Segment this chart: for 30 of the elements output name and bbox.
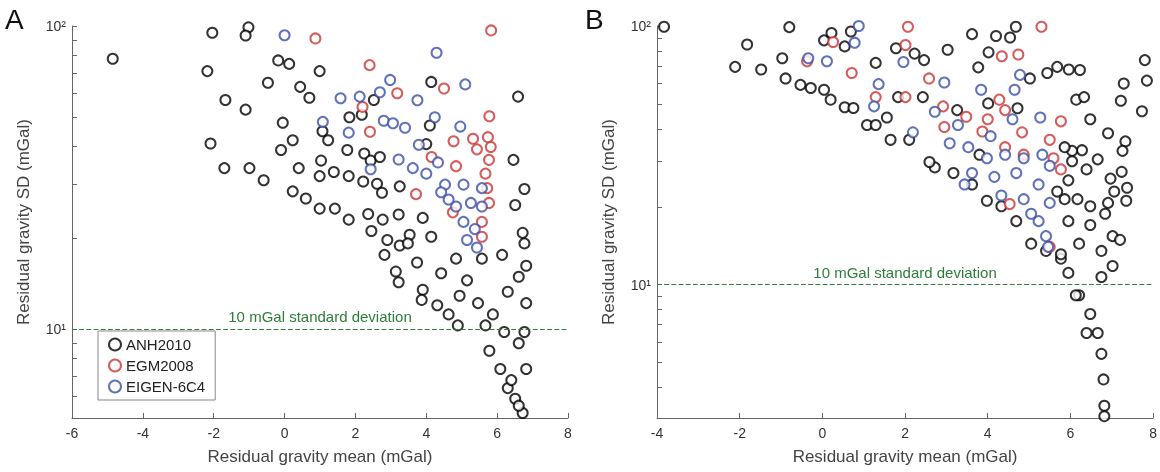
y-tick-label: 10¹ (45, 321, 67, 338)
y-tick-label: 10¹ (630, 276, 652, 293)
x-tick-label: 8 (1149, 425, 1158, 441)
x-axis-title: Residual gravity mean (mGal) (207, 447, 433, 466)
x-tick-label: -4 (136, 425, 150, 441)
ref-line-label: 10 mGal standard deviation (813, 263, 997, 281)
y-tick-label: 10² (45, 18, 67, 34)
x-tick-label: 6 (1066, 425, 1075, 441)
legend-label: ANH2010 (126, 336, 192, 353)
x-tick-label: 2 (351, 425, 360, 441)
x-tick-label: 0 (280, 425, 289, 441)
legend-label: EIGEN-6C4 (126, 378, 206, 395)
chart-title: A (5, 3, 24, 35)
x-tick-label: -6 (65, 425, 79, 441)
y-axis-title: Residual gravity SD (mGal) (14, 119, 33, 325)
legend-label: EGM2008 (126, 357, 194, 374)
chart-title: B (585, 3, 604, 35)
x-tick-label: 8 (564, 425, 573, 441)
x-tick-label: -2 (207, 425, 221, 441)
x-tick-label: 6 (493, 425, 502, 441)
y-tick-label: 10² (630, 18, 652, 34)
x-tick-label: 4 (983, 425, 992, 441)
x-tick-label: 4 (422, 425, 431, 441)
x-tick-label: 0 (818, 425, 827, 441)
x-tick-label: 2 (901, 425, 910, 441)
x-tick-label: -2 (733, 425, 747, 441)
y-axis-title: Residual gravity SD (mGal) (599, 119, 618, 325)
x-axis-title: Residual gravity mean (mGal) (792, 447, 1018, 466)
ref-line-label: 10 mGal standard deviation (228, 308, 412, 326)
x-tick-label: -4 (650, 425, 664, 441)
